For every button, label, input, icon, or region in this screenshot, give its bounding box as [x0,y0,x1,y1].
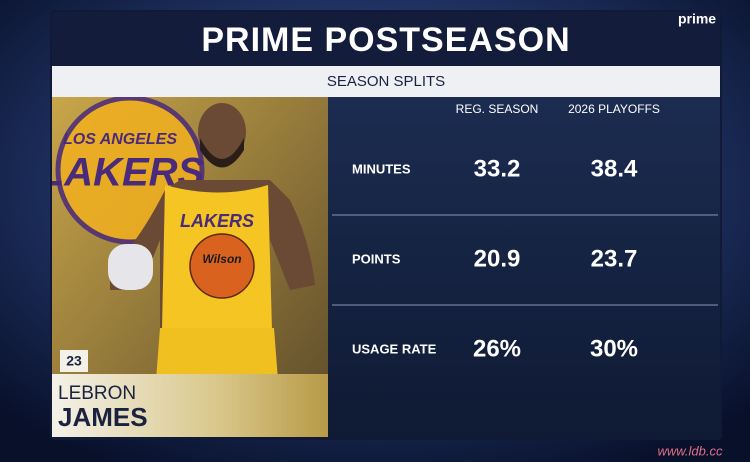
head [198,103,246,161]
stat-value: 20.9 [474,245,521,272]
row-label: POINTS [352,251,401,266]
row-label: MINUTES [352,161,411,176]
stats-panel [328,97,720,437]
arm-sleeve [108,244,153,290]
subtitle: SEASON SPLITS [327,73,445,90]
subtitle-bar [52,66,720,97]
ball-text: Wilson [202,252,241,266]
stat-value: 26% [473,335,521,362]
first-name: LEBRON [58,383,136,404]
beard [200,138,244,168]
column-header: REG. SEASON [456,102,539,116]
stat-value: 23.7 [591,245,638,272]
title-bar [52,12,720,66]
basketball [189,233,255,299]
jersey-text: LAKERS [180,211,254,231]
number-box [60,350,88,372]
name-plate [52,374,328,437]
row-label: USAGE RATE [352,341,437,356]
shorts [156,328,278,380]
column-header: 2026 PLAYOFFS [568,102,660,116]
title: PRIME POSTSEASON [201,21,570,59]
player-number: 23 [66,353,82,369]
player-photo: LOS ANGELES LAKERS LAKERS Wilson 23 LEBR… [52,97,328,437]
stat-value: 30% [590,335,638,362]
team-logo-top: LOS ANGELES [63,131,177,148]
stat-value: 33.2 [474,155,521,182]
last-name: JAMES [58,402,148,432]
watermark: www.ldb.cc [657,443,723,458]
network-logo: prime [678,11,716,27]
stats-table: REG. SEASON 2026 PLAYOFFS MINUTES 33.2 38.4 P… [332,102,718,362]
stat-value: 38.4 [591,155,638,182]
